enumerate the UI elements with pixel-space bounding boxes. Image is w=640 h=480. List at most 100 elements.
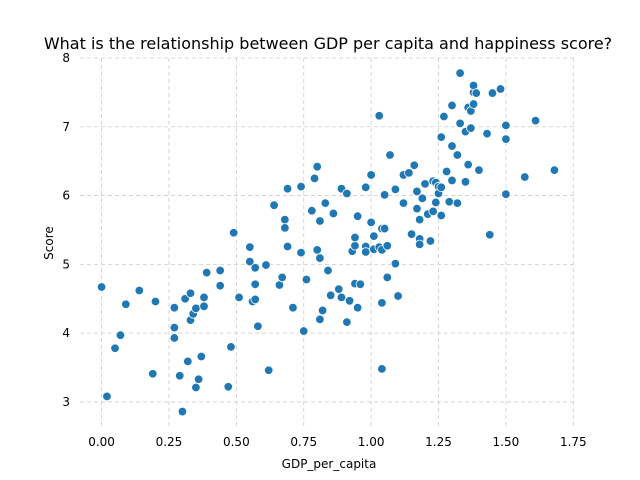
x-tick-label: 1.75 (560, 435, 587, 449)
y-tick-label: 6 (62, 189, 70, 203)
data-point (382, 241, 393, 251)
data-point (282, 183, 293, 194)
data-point (420, 179, 430, 189)
data-point (436, 210, 446, 221)
data-point (366, 217, 376, 228)
data-point (228, 228, 239, 238)
data-point (261, 260, 271, 270)
data-point (201, 267, 212, 278)
y-tick-label: 3 (62, 395, 70, 409)
data-point (355, 279, 366, 290)
data-point (336, 292, 347, 303)
data-point (342, 188, 352, 199)
y-tick-label: 5 (62, 257, 70, 271)
data-point (444, 197, 455, 207)
data-point (398, 198, 409, 208)
data-point (102, 391, 112, 402)
data-point (196, 351, 207, 362)
data-point (501, 120, 511, 131)
x-tick-label: 1.00 (358, 435, 385, 449)
data-point (417, 193, 428, 204)
data-point (471, 88, 481, 98)
data-point (177, 406, 188, 417)
data-point (312, 245, 322, 255)
data-point (245, 256, 255, 267)
data-point (452, 198, 463, 208)
y-tick-label: 8 (62, 51, 70, 65)
data-point (428, 206, 438, 217)
data-point (460, 177, 471, 187)
data-point (169, 322, 180, 333)
data-point (361, 247, 371, 257)
tick-labels: 0.00 0.25 0.50 0.75 1.00 1.25 1.50 1.75 3 4 5 6 7 8 (62, 51, 586, 449)
y-tick-label: 7 (62, 120, 70, 134)
data-point (369, 231, 379, 241)
data-point (315, 216, 325, 226)
data-point (404, 168, 414, 178)
data-point (379, 223, 390, 234)
data-point (342, 317, 352, 327)
chart-title: What is the relationship between GDP per… (44, 34, 612, 53)
data-point (296, 181, 306, 192)
data-point (447, 175, 457, 186)
data-point (466, 123, 476, 133)
data-point (414, 214, 425, 225)
data-point (320, 198, 331, 208)
data-point (199, 301, 209, 312)
data-point (148, 369, 158, 379)
data-point (215, 265, 225, 276)
data-point (412, 203, 422, 214)
data-point (301, 274, 312, 285)
data-point (150, 296, 161, 307)
data-point (474, 165, 484, 175)
data-point (455, 118, 465, 129)
data-point (487, 88, 498, 98)
data-point (436, 182, 446, 193)
data-point (530, 115, 541, 126)
data-point (296, 247, 306, 258)
data-point (468, 99, 479, 109)
x-tick-label: 0.00 (88, 435, 115, 449)
data-point (169, 333, 180, 343)
data-point (409, 160, 419, 171)
data-point (361, 182, 371, 193)
data-point (382, 272, 393, 283)
data-point (520, 172, 530, 182)
data-point (215, 280, 225, 291)
data-point (549, 165, 560, 175)
data-point (447, 100, 457, 111)
data-point (134, 285, 145, 296)
data-point (193, 374, 204, 384)
data-point (312, 161, 322, 172)
data-point (352, 211, 363, 221)
data-point (315, 314, 325, 325)
data-point (121, 299, 131, 309)
x-tick-label: 0.75 (290, 435, 317, 449)
data-point (269, 200, 279, 210)
data-point (280, 214, 290, 225)
data-point (223, 382, 233, 392)
data-point (452, 150, 463, 160)
data-point (226, 342, 236, 352)
data-point (495, 84, 506, 94)
y-axis-label: Score (42, 226, 56, 260)
data-point (390, 258, 401, 269)
grid-lines (80, 57, 576, 426)
data-point (501, 134, 511, 144)
x-tick-label: 0.50 (223, 435, 250, 449)
data-point (307, 206, 317, 216)
data-point (463, 159, 473, 170)
data-point (323, 265, 333, 276)
data-point (482, 128, 492, 139)
data-point (115, 330, 126, 340)
data-point (379, 190, 390, 200)
data-point (412, 186, 422, 197)
data-point (309, 173, 320, 184)
x-axis-label: GDP_per_capita (282, 457, 377, 471)
data-point (425, 236, 436, 246)
data-point (350, 241, 360, 251)
data-point (169, 302, 180, 313)
data-point (199, 292, 209, 303)
data-point (183, 356, 193, 367)
